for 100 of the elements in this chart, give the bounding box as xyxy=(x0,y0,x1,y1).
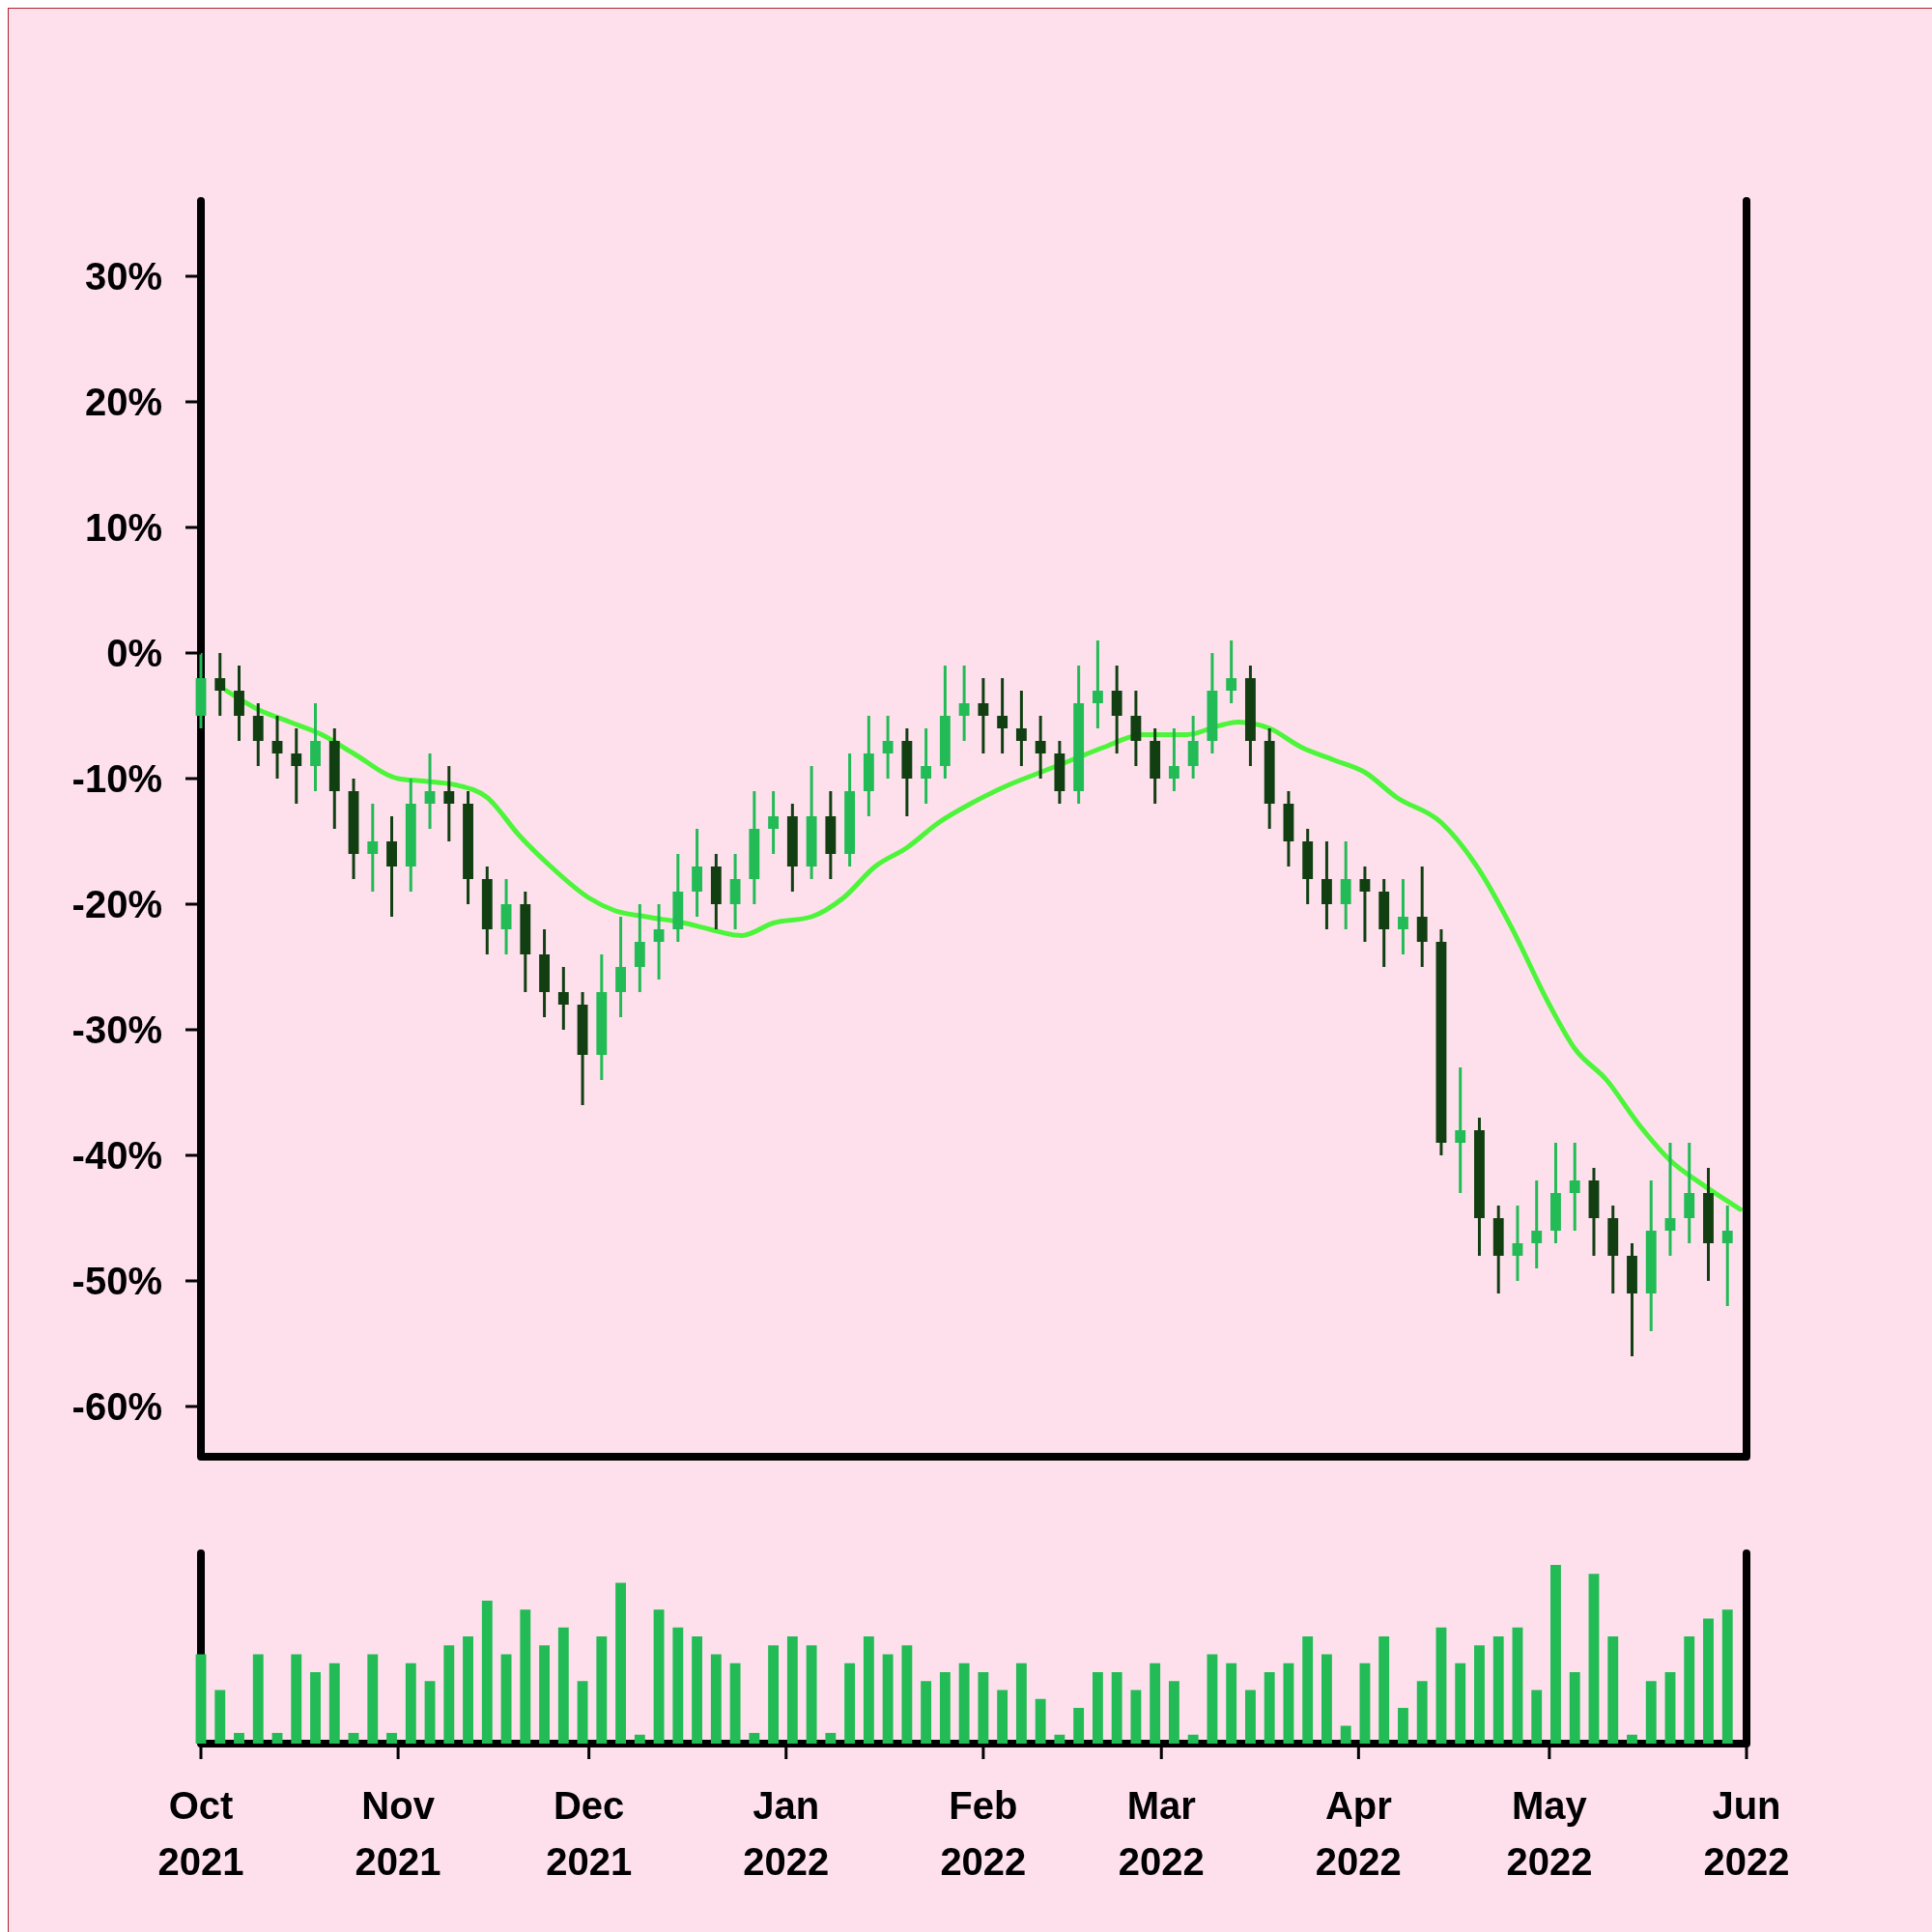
bar xyxy=(1244,1690,1256,1744)
bar xyxy=(1703,1618,1714,1744)
bar xyxy=(310,1672,321,1744)
bar xyxy=(997,1690,1009,1744)
bar xyxy=(653,1609,665,1744)
candlestick xyxy=(1455,1067,1466,1193)
bar xyxy=(1664,1672,1676,1744)
bar xyxy=(234,1732,244,1744)
candlestick xyxy=(978,678,989,753)
bar xyxy=(844,1662,856,1744)
bar xyxy=(634,1734,645,1744)
bar xyxy=(921,1681,932,1744)
bar xyxy=(596,1636,608,1744)
bar xyxy=(328,1662,340,1744)
bar xyxy=(1416,1681,1428,1744)
bar xyxy=(1226,1662,1237,1744)
y-tick-label: 0% xyxy=(106,632,162,674)
bar xyxy=(1512,1627,1523,1744)
bar xyxy=(710,1654,722,1744)
bar xyxy=(615,1582,626,1744)
bar xyxy=(1150,1662,1161,1744)
bar xyxy=(1130,1690,1142,1744)
candlestick xyxy=(1664,1143,1676,1256)
candlestick xyxy=(1359,867,1371,942)
bar xyxy=(1092,1672,1103,1744)
bar xyxy=(557,1627,569,1744)
x-tick-label: Dec 2021 xyxy=(546,1784,633,1883)
bar xyxy=(1283,1662,1294,1744)
candlestick xyxy=(1092,640,1103,728)
candlestick xyxy=(214,653,226,716)
y-tick-label: 30% xyxy=(84,255,162,298)
bar xyxy=(1531,1690,1543,1744)
bar xyxy=(1569,1672,1580,1744)
bar xyxy=(386,1732,397,1744)
bar xyxy=(1073,1708,1085,1744)
candlestick xyxy=(1512,1206,1523,1281)
candlestick xyxy=(557,967,569,1030)
bar xyxy=(1264,1672,1275,1744)
bar xyxy=(939,1672,951,1744)
candlestick xyxy=(653,904,665,980)
x-tick-label: Jun 2022 xyxy=(1703,1784,1790,1883)
bar xyxy=(1721,1609,1733,1744)
bar xyxy=(463,1636,473,1744)
candlestick xyxy=(1569,1143,1580,1231)
bar xyxy=(692,1636,703,1744)
bar xyxy=(252,1654,264,1744)
bar xyxy=(1455,1662,1466,1744)
bar xyxy=(291,1654,302,1744)
candlestick xyxy=(997,678,1009,753)
bar xyxy=(405,1662,416,1744)
candlestick xyxy=(1226,640,1237,703)
candlestick xyxy=(1721,1206,1733,1306)
x-tick-label: Oct 2021 xyxy=(157,1784,244,1883)
y-tick-label: 20% xyxy=(84,381,162,423)
bar xyxy=(958,1662,970,1744)
bar xyxy=(672,1627,684,1744)
bar xyxy=(768,1645,780,1744)
candlestick xyxy=(291,728,302,804)
x-tick-label: Feb 2022 xyxy=(940,1784,1027,1883)
x-tick-label: May 2022 xyxy=(1506,1784,1593,1883)
bar xyxy=(1492,1636,1504,1744)
y-tick-label: -20% xyxy=(71,883,162,925)
y-tick-label: -40% xyxy=(71,1134,162,1177)
bar xyxy=(1645,1681,1657,1744)
y-tick-label: 10% xyxy=(84,506,162,549)
candlestick xyxy=(921,728,932,804)
candlestick xyxy=(768,791,780,854)
bar xyxy=(863,1636,874,1744)
bar xyxy=(1627,1734,1637,1744)
bar xyxy=(1435,1627,1447,1744)
x-tick-label: Mar 2022 xyxy=(1118,1784,1205,1883)
bar xyxy=(1378,1636,1390,1744)
candlestick xyxy=(271,716,283,779)
bar xyxy=(1684,1636,1695,1744)
bar xyxy=(806,1645,817,1744)
bar xyxy=(978,1672,989,1744)
bar xyxy=(1359,1662,1371,1744)
bar xyxy=(539,1645,550,1744)
candlestick xyxy=(1398,879,1408,954)
bar xyxy=(1035,1698,1046,1744)
bar xyxy=(1474,1645,1485,1744)
candlestick xyxy=(367,804,379,892)
y-tick-label: -30% xyxy=(71,1009,162,1051)
bar xyxy=(520,1609,531,1744)
bar xyxy=(1111,1672,1122,1744)
x-tick-label: Jan 2022 xyxy=(743,1784,830,1883)
bar xyxy=(1340,1725,1351,1744)
bar xyxy=(1321,1654,1332,1744)
bar xyxy=(1302,1636,1314,1744)
bar xyxy=(1015,1662,1027,1744)
candlestick xyxy=(882,716,894,779)
candlestick xyxy=(1015,691,1027,766)
y-tick-label: -10% xyxy=(71,757,162,800)
y-tick-label: -50% xyxy=(71,1260,162,1302)
bar xyxy=(1054,1734,1065,1744)
bar xyxy=(348,1732,359,1744)
bar xyxy=(786,1636,798,1744)
x-tick-label: Nov 2021 xyxy=(355,1784,441,1883)
candlestick xyxy=(443,766,455,841)
bar xyxy=(577,1681,588,1744)
